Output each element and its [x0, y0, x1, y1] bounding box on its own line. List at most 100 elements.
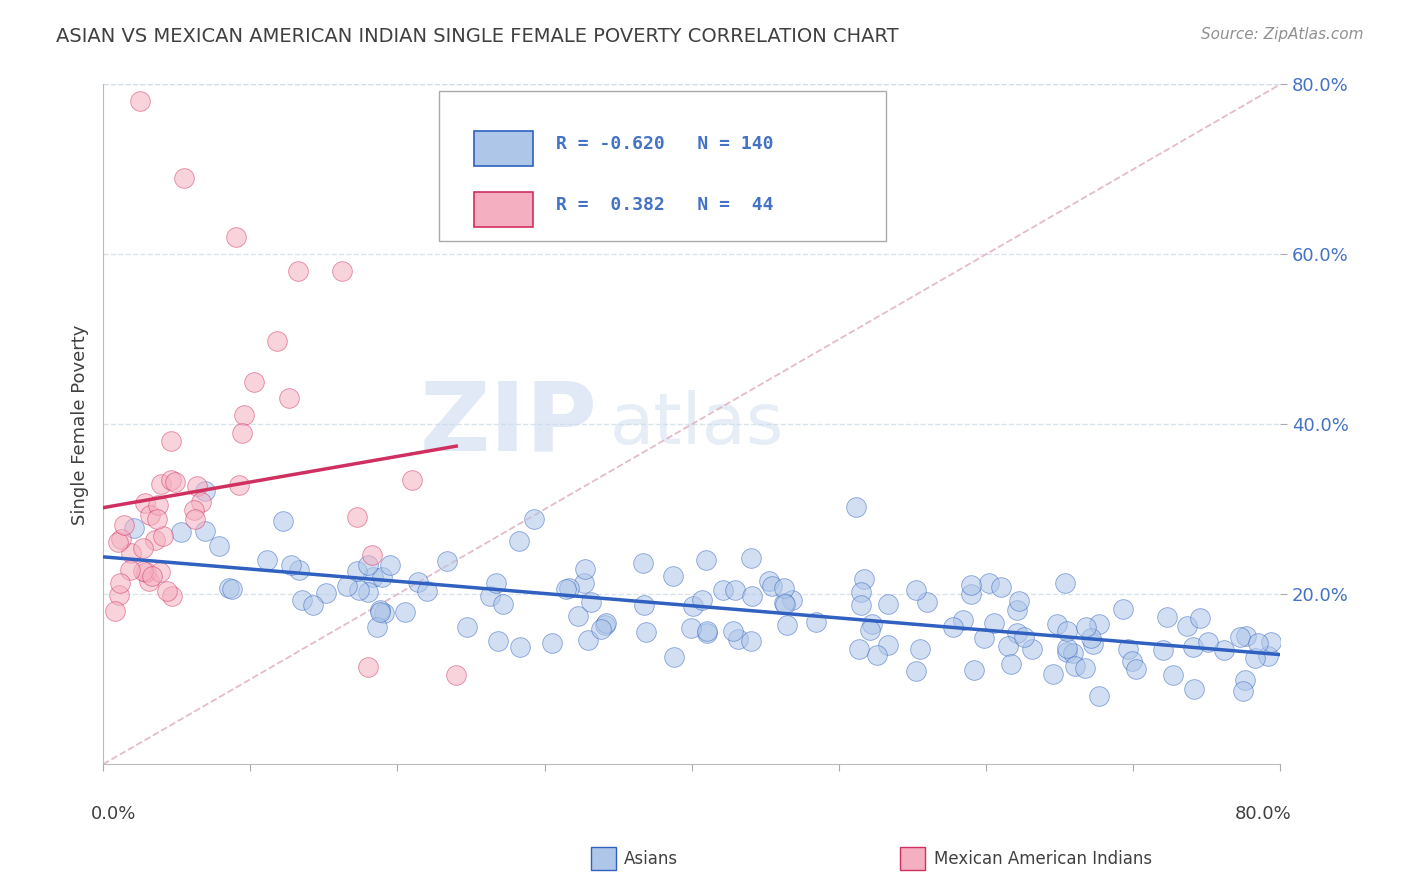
Point	[761, 579, 783, 593]
Point	[997, 639, 1019, 653]
Point	[852, 572, 875, 586]
Point	[662, 568, 685, 582]
Point	[456, 620, 478, 634]
Point	[118, 564, 141, 578]
Point	[1073, 661, 1095, 675]
Point	[107, 535, 129, 549]
Point	[143, 533, 166, 548]
Point	[773, 582, 796, 596]
Point	[696, 624, 718, 638]
Point	[141, 569, 163, 583]
Point	[371, 570, 394, 584]
Point	[1112, 602, 1135, 616]
Point	[959, 578, 981, 592]
Point	[773, 596, 796, 610]
Point	[287, 264, 309, 278]
Point	[444, 668, 467, 682]
Point	[160, 434, 183, 448]
Point	[849, 598, 872, 612]
Point	[139, 508, 162, 522]
Point	[357, 584, 380, 599]
Point	[332, 264, 354, 278]
Point	[486, 634, 509, 648]
Point	[963, 663, 986, 677]
Point	[1232, 684, 1254, 698]
Bar	[474, 130, 533, 166]
Point	[1080, 631, 1102, 645]
Point	[1046, 616, 1069, 631]
Point	[804, 615, 827, 630]
Point	[368, 602, 391, 616]
Point	[479, 590, 502, 604]
Point	[904, 583, 927, 598]
Point	[361, 570, 384, 584]
Point	[315, 586, 337, 600]
Point	[724, 583, 747, 598]
Point	[1005, 626, 1028, 640]
Point	[108, 576, 131, 591]
Point	[110, 533, 132, 547]
Point	[860, 616, 883, 631]
Point	[149, 566, 172, 580]
Point	[266, 334, 288, 349]
Point	[904, 664, 927, 678]
Text: Mexican American Indians: Mexican American Indians	[934, 850, 1152, 868]
Point	[150, 476, 173, 491]
Point	[1083, 637, 1105, 651]
Point	[1042, 667, 1064, 681]
Point	[758, 574, 780, 588]
Point	[129, 95, 152, 109]
Point	[859, 623, 882, 637]
Point	[218, 582, 240, 596]
Point	[692, 593, 714, 607]
Point	[952, 614, 974, 628]
Point	[877, 638, 900, 652]
Point	[1181, 640, 1204, 655]
Point	[132, 564, 155, 578]
Y-axis label: Single Female Poverty: Single Female Poverty	[72, 324, 89, 524]
Text: 80.0%: 80.0%	[1234, 805, 1292, 823]
Text: ZIP: ZIP	[419, 378, 598, 471]
Point	[1056, 624, 1078, 638]
Point	[696, 625, 718, 640]
Point	[368, 605, 391, 619]
Point	[104, 604, 127, 618]
Point	[581, 595, 603, 609]
Point	[401, 474, 423, 488]
Point	[633, 599, 655, 613]
Point	[1088, 690, 1111, 704]
Point	[380, 558, 402, 572]
Point	[1182, 681, 1205, 696]
Point	[1021, 641, 1043, 656]
Point	[173, 170, 195, 185]
Point	[233, 408, 256, 422]
Point	[1197, 635, 1219, 649]
Point	[120, 546, 142, 560]
Point	[576, 633, 599, 648]
Point	[491, 597, 513, 611]
Text: R = -0.620   N = 140: R = -0.620 N = 140	[557, 135, 773, 153]
Point	[589, 622, 612, 636]
Point	[366, 620, 388, 634]
Point	[134, 496, 156, 510]
Point	[1008, 593, 1031, 607]
Point	[977, 575, 1000, 590]
Point	[567, 609, 589, 624]
Point	[1007, 603, 1029, 617]
Point	[915, 595, 938, 609]
FancyBboxPatch shape	[439, 91, 886, 241]
Point	[983, 615, 1005, 630]
Point	[221, 582, 243, 596]
Text: Source: ZipAtlas.com: Source: ZipAtlas.com	[1201, 27, 1364, 42]
Point	[186, 479, 208, 493]
Text: ASIAN VS MEXICAN AMERICAN INDIAN SINGLE FEMALE POVERTY CORRELATION CHART: ASIAN VS MEXICAN AMERICAN INDIAN SINGLE …	[56, 27, 898, 45]
Point	[291, 593, 314, 607]
Point	[723, 624, 745, 639]
Point	[574, 576, 596, 591]
Point	[336, 579, 359, 593]
Point	[1188, 611, 1211, 625]
Point	[231, 425, 253, 440]
Text: atlas: atlas	[609, 390, 783, 458]
Point	[122, 520, 145, 534]
Point	[558, 581, 581, 595]
